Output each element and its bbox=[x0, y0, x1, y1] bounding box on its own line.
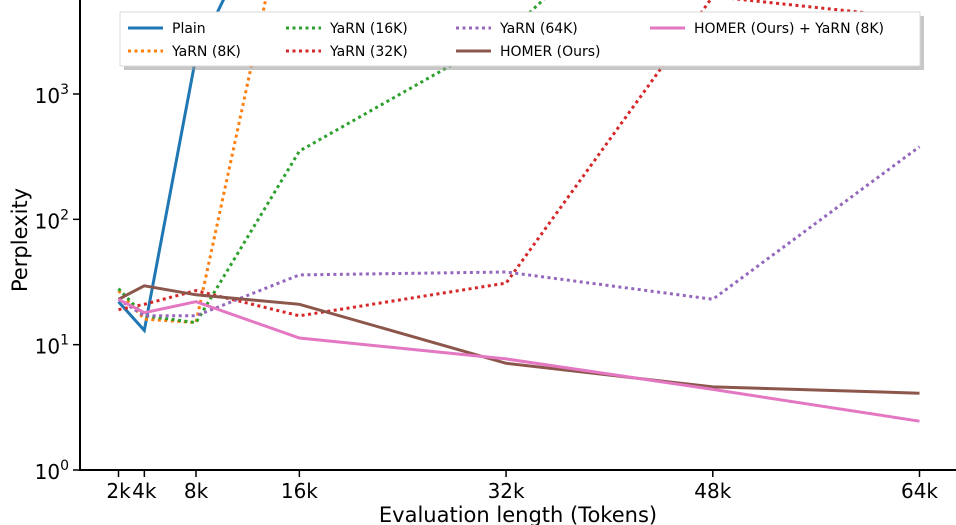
series-line-homer-ours bbox=[117, 284, 920, 395]
legend-label-homer-ours-yarn-8k: HOMER (Ours) + YaRN (8K) bbox=[694, 21, 884, 37]
x-tick-label: 2k bbox=[106, 479, 131, 503]
series-line-yarn-64k bbox=[117, 145, 921, 318]
y-axis-title: Perplexity bbox=[8, 188, 32, 292]
y-tick-label: 103 bbox=[35, 82, 69, 108]
x-tick-label: 32k bbox=[488, 479, 525, 503]
legend-box bbox=[119, 11, 921, 67]
x-tick-label: 48k bbox=[694, 479, 731, 503]
legend-label-homer-ours: HOMER (Ours) bbox=[500, 44, 601, 60]
x-tick-label: 8k bbox=[184, 479, 209, 503]
x-axis-title: Evaluation length (Tokens) bbox=[379, 503, 657, 525]
legend-label-yarn-32k: YaRN (32K) bbox=[329, 44, 408, 60]
legend: Plain YaRN (8K) YaRN (16K) YaRN (32K) YaRN (… bbox=[119, 11, 924, 70]
series-layer bbox=[117, 0, 921, 423]
legend-label-plain: Plain bbox=[172, 21, 206, 37]
y-tick-label: 102 bbox=[35, 207, 69, 233]
x-tick-label: 16k bbox=[281, 479, 318, 503]
series-line-plain bbox=[117, 0, 225, 334]
axes bbox=[79, 0, 956, 471]
x-tick-label: 64k bbox=[901, 479, 938, 503]
legend-label-yarn-8k: YaRN (8K) bbox=[171, 44, 241, 60]
legend-label-yarn-16k: YaRN (16K) bbox=[329, 21, 408, 37]
legend-label-yarn-64k: YaRN (64K) bbox=[499, 21, 578, 37]
y-tick-label: 100 bbox=[35, 458, 69, 484]
legend-items: Plain YaRN (8K) YaRN (16K) YaRN (32K) YaRN (… bbox=[128, 21, 884, 60]
ticks: 2k 4k 8k 16k 32k 48k 64k 100 101 102 103 bbox=[35, 82, 939, 503]
series-line-yarn-32k bbox=[118, 0, 920, 318]
y-tick-label: 101 bbox=[35, 333, 69, 359]
x-tick-label: 4k bbox=[132, 479, 157, 503]
series-line-homer-ours-yarn-8k bbox=[117, 297, 920, 423]
